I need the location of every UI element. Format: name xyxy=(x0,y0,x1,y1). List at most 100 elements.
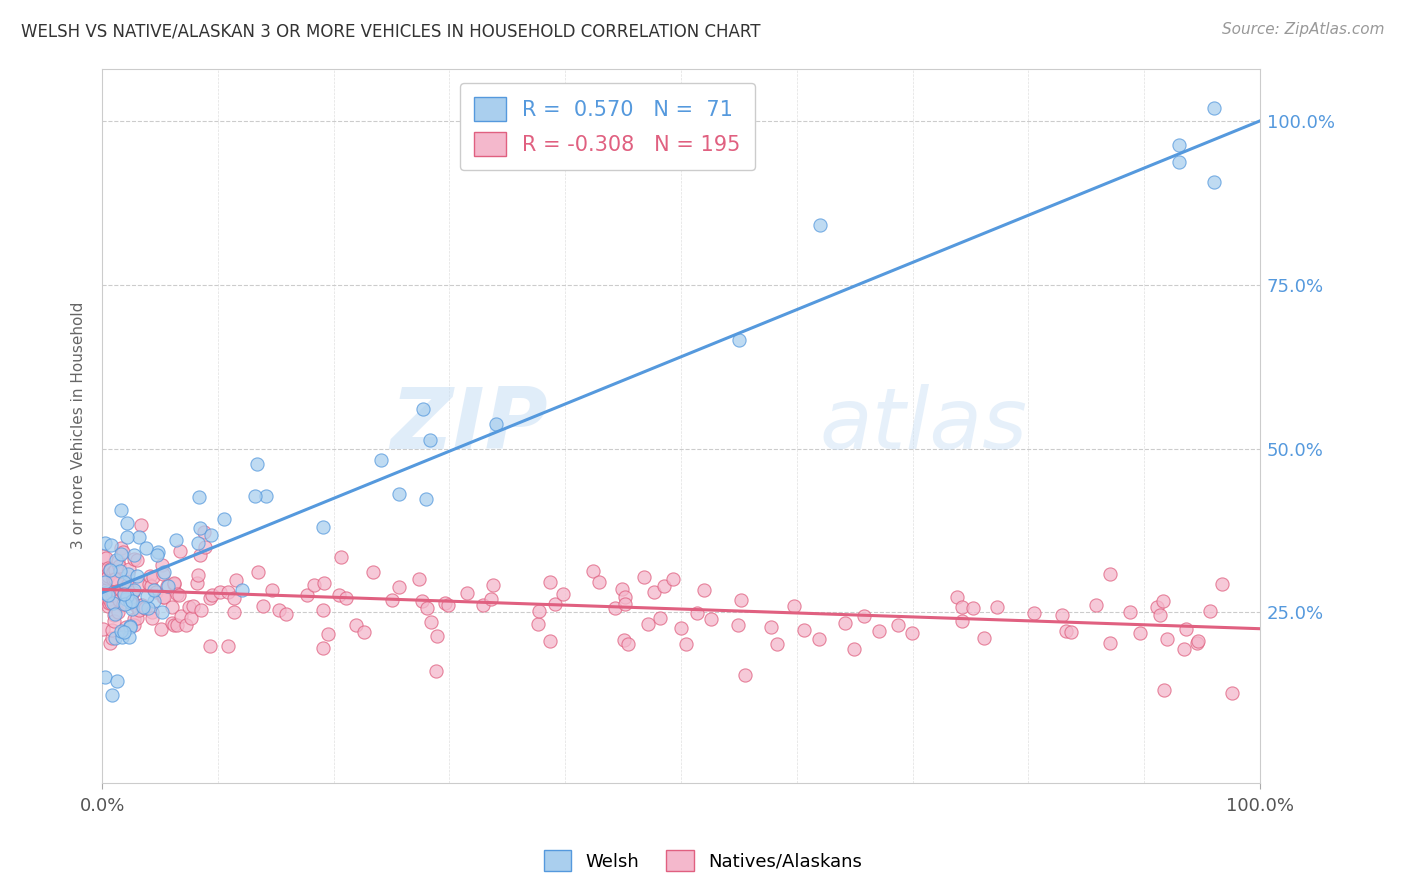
Point xyxy=(117,567,139,582)
Point xyxy=(156,579,179,593)
Point xyxy=(962,601,984,615)
Point xyxy=(112,624,135,639)
Point xyxy=(181,599,204,613)
Point xyxy=(112,587,135,601)
Point xyxy=(869,624,891,639)
Point xyxy=(114,575,136,590)
Point xyxy=(115,589,138,603)
Point xyxy=(194,541,217,555)
Point xyxy=(1129,626,1152,640)
Point xyxy=(527,617,550,632)
Point xyxy=(643,585,665,599)
Point xyxy=(201,588,224,602)
Point xyxy=(94,550,117,565)
Point xyxy=(107,553,129,567)
Point xyxy=(101,688,124,702)
Point xyxy=(834,615,856,630)
Point xyxy=(128,576,150,591)
Point xyxy=(728,333,751,347)
Point xyxy=(1167,155,1189,169)
Point xyxy=(94,586,117,600)
Point xyxy=(616,637,638,651)
Point xyxy=(132,599,155,614)
Point xyxy=(152,565,174,579)
Point xyxy=(551,587,574,601)
Point xyxy=(107,605,129,619)
Point xyxy=(1202,175,1225,189)
Point xyxy=(162,577,184,591)
Point xyxy=(98,562,121,576)
Point xyxy=(111,630,134,644)
Point xyxy=(103,608,125,623)
Point xyxy=(107,592,129,607)
Point xyxy=(131,598,153,612)
Point xyxy=(353,624,375,639)
Point xyxy=(143,594,166,608)
Point xyxy=(110,541,132,555)
Point xyxy=(129,518,152,533)
Point xyxy=(136,589,159,603)
Point xyxy=(101,632,124,646)
Point xyxy=(793,623,815,637)
Point xyxy=(312,519,335,533)
Point xyxy=(209,584,232,599)
Point xyxy=(146,549,169,563)
Point xyxy=(141,605,163,619)
Point xyxy=(605,601,627,615)
Point xyxy=(1199,604,1222,618)
Point xyxy=(1167,137,1189,152)
Point xyxy=(188,521,211,535)
Point xyxy=(669,621,692,635)
Point xyxy=(122,551,145,566)
Point xyxy=(142,570,165,584)
Point xyxy=(97,568,120,582)
Point xyxy=(112,575,135,590)
Point xyxy=(150,605,173,619)
Point xyxy=(225,573,247,587)
Point xyxy=(103,572,125,586)
Point xyxy=(783,599,806,614)
Point xyxy=(112,597,135,611)
Point xyxy=(246,565,269,579)
Point xyxy=(124,617,146,632)
Point xyxy=(267,603,290,617)
Point xyxy=(1146,600,1168,615)
Point xyxy=(727,618,749,632)
Point xyxy=(150,622,173,636)
Point xyxy=(1173,641,1195,656)
Point xyxy=(188,548,211,562)
Point xyxy=(946,591,969,605)
Y-axis label: 3 or more Vehicles in Household: 3 or more Vehicles in Household xyxy=(72,301,86,549)
Point xyxy=(766,637,789,651)
Point xyxy=(112,587,135,601)
Point xyxy=(115,530,138,544)
Point xyxy=(110,502,132,516)
Point xyxy=(160,600,183,615)
Point xyxy=(434,596,457,610)
Point xyxy=(121,594,143,608)
Point xyxy=(312,576,335,591)
Point xyxy=(276,607,298,621)
Point xyxy=(408,572,430,586)
Point xyxy=(950,614,973,628)
Point xyxy=(415,491,437,506)
Point xyxy=(330,549,353,564)
Point xyxy=(166,618,188,632)
Point xyxy=(316,626,339,640)
Point xyxy=(110,547,132,561)
Point xyxy=(108,559,131,574)
Point xyxy=(544,597,567,611)
Point xyxy=(700,611,723,625)
Point xyxy=(212,512,235,526)
Point xyxy=(165,533,187,548)
Point xyxy=(94,567,117,582)
Point xyxy=(153,591,176,605)
Point xyxy=(481,591,503,606)
Point xyxy=(118,562,141,576)
Point xyxy=(152,590,174,604)
Point xyxy=(381,592,404,607)
Point xyxy=(139,579,162,593)
Point xyxy=(135,541,157,555)
Point xyxy=(124,548,146,562)
Point xyxy=(344,618,367,632)
